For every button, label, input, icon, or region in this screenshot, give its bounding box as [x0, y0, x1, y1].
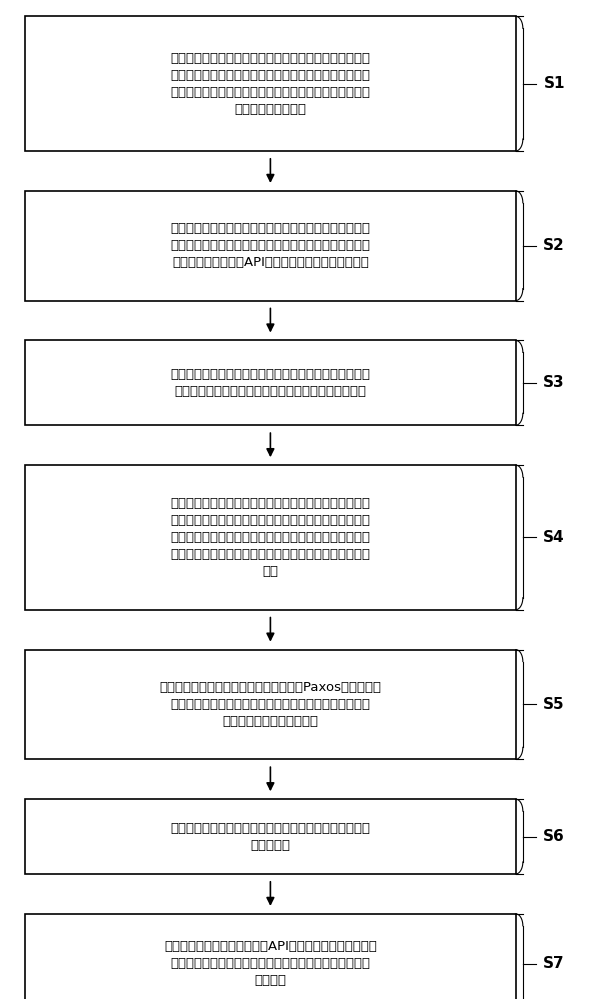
Text: S3: S3: [544, 375, 565, 390]
Text: S1: S1: [544, 76, 565, 91]
Text: S6: S6: [544, 829, 565, 844]
FancyBboxPatch shape: [25, 914, 516, 1000]
FancyBboxPatch shape: [25, 799, 516, 874]
FancyBboxPatch shape: [25, 191, 516, 301]
FancyBboxPatch shape: [25, 465, 516, 610]
Text: 所述服务状态采集器采集所在集群节点内的服务状态信息
，并将所述服务状态信息处理成统一格式后，上报给服务
监控处理器；所述服务状态信息包括服务运行状态信息和
服务: 所述服务状态采集器采集所在集群节点内的服务状态信息 ，并将所述服务状态信息处理成…: [170, 52, 371, 116]
Text: S7: S7: [544, 956, 565, 971]
Text: 若当前服务监控处理器发生故障时，利用Paxos算法，在所
有集群节点中决策产生新的服务监控处理器，以替换发生
故障的当前服务监控处理器: 若当前服务监控处理器发生故障时，利用Paxos算法，在所 有集群节点中决策产生新…: [159, 681, 381, 728]
Text: 所述服务监控处理器通过所述API接口，将所述监控信息发
送至上层云存储管理子系统，以对所述监控信息进行实时
动态展示: 所述服务监控处理器通过所述API接口，将所述监控信息发 送至上层云存储管理子系统…: [164, 940, 377, 987]
FancyBboxPatch shape: [25, 16, 516, 151]
Text: S2: S2: [544, 238, 565, 253]
FancyBboxPatch shape: [25, 340, 516, 425]
FancyBboxPatch shape: [25, 650, 516, 759]
Text: 若所述服务状态采集器未收到所述服务监控处理器返回的
确认信息，则向集群内其他服务状态采集器发出上报失败
的广播信息；并且，当发出所述广播信息的服务状态采集
器的: 若所述服务状态采集器未收到所述服务监控处理器返回的 确认信息，则向集群内其他服务…: [170, 497, 371, 578]
Text: 所述服务监控处理器收集所有服务状态采集器上报的服务
状态信息、对所述服务状态信息进行数据封装，形成监控
信息，并通过相应的API接口将所述监控信息对外发布: 所述服务监控处理器收集所有服务状态采集器上报的服务 状态信息、对所述服务状态信息…: [170, 222, 371, 269]
Text: S5: S5: [544, 697, 565, 712]
Text: 通过故障处理单元对发生故障的服务监控处理器进行修复
或故障告警: 通过故障处理单元对发生故障的服务监控处理器进行修复 或故障告警: [170, 822, 371, 852]
Text: 若所述服务监控处理器成功接收所述服务状态信息，则所
述服务监控处理器向所述服务状态采集器返回确认信息: 若所述服务监控处理器成功接收所述服务状态信息，则所 述服务监控处理器向所述服务状…: [170, 368, 371, 398]
Text: S4: S4: [544, 530, 565, 545]
